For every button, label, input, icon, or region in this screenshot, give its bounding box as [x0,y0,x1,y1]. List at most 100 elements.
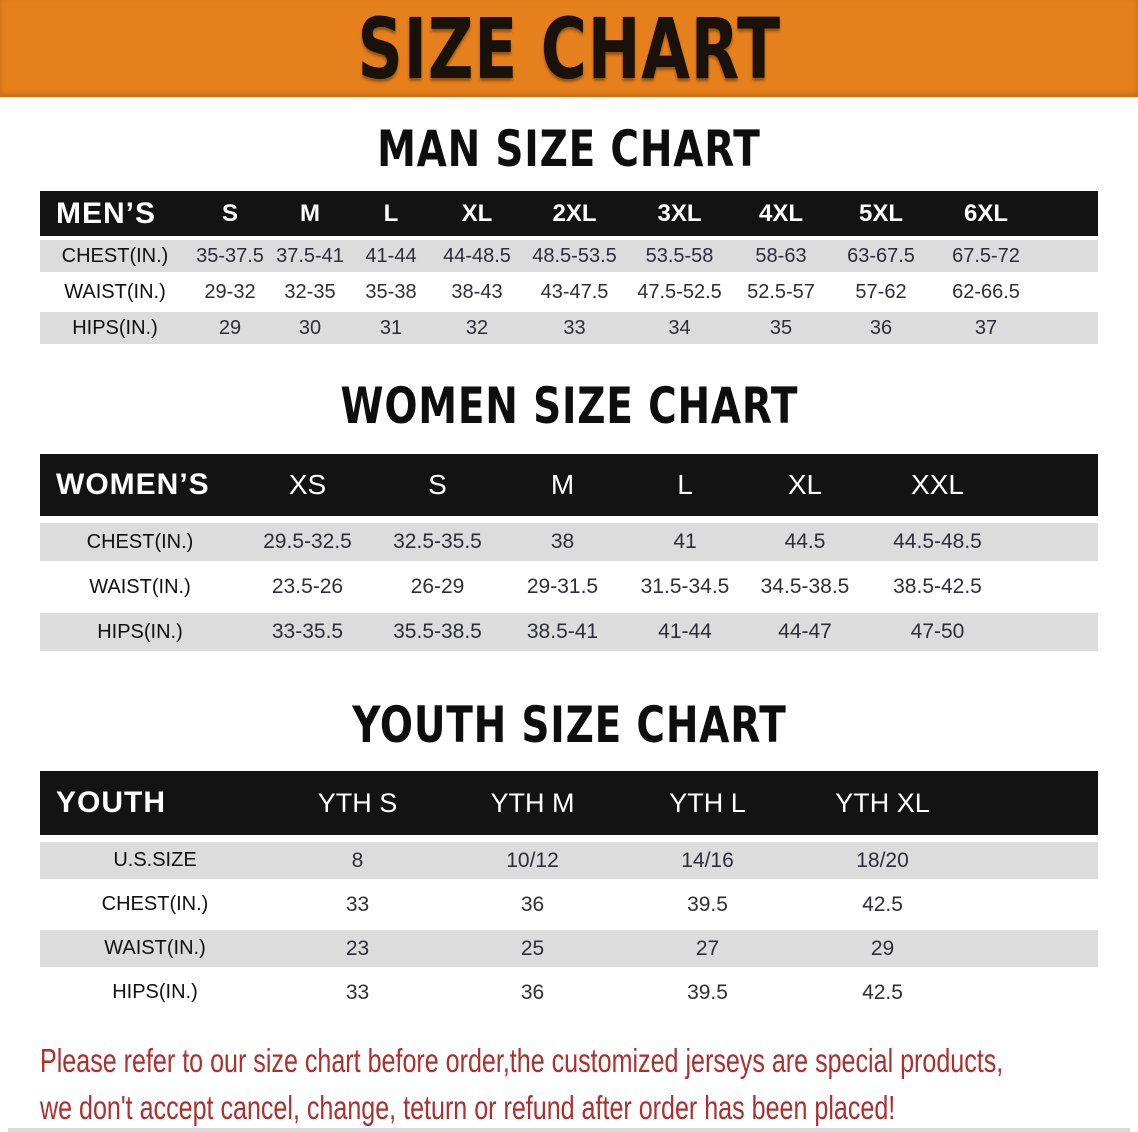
column-header: L [625,454,745,516]
size-value: 36 [445,886,620,923]
size-value: 38-43 [432,276,522,308]
women-size-table: WOMEN’S XS S M L XL XXL CHEST(IN.) 29.5-32.5 32.5… [40,454,1098,651]
size-value: 62-66.5 [932,276,1040,308]
size-value: 44-47 [745,613,865,651]
size-value: 35-38 [350,276,432,308]
header-filler-cell [1010,454,1098,516]
header-filler-cell [970,771,1098,835]
man-size-chart-heading: MAN SIZE CHART [0,120,1138,178]
row-filler-cell [970,886,1098,923]
size-value: 36 [445,974,620,1011]
size-value: 42.5 [795,886,970,923]
column-header: M [500,454,625,516]
size-value: 43-47.5 [522,276,627,308]
size-value: 18/20 [795,842,970,879]
row-label: CHEST(IN.) [40,523,240,561]
size-value: 44.5-48.5 [865,523,1010,561]
size-value: 34.5-38.5 [745,568,865,606]
size-value: 35-37.5 [190,240,270,272]
banner-title: SIZE CHART [357,0,781,98]
size-value: 37.5-41 [270,240,350,272]
footer-line-2: we don't accept cancel, change, teturn o… [40,1089,896,1126]
column-header: YTH L [620,771,795,835]
column-header: XL [432,191,522,236]
size-value: 33 [270,974,445,1011]
table-title-cell: MEN’S [40,191,190,236]
column-header: 4XL [732,191,830,236]
men-size-table: MEN’S S M L XL 2XL 3XL 4XL 5XL 6XL CHEST(IN.) 35-37… [40,191,1098,344]
size-value: 35 [732,312,830,344]
column-header: S [375,454,500,516]
table-title-cell: YOUTH [40,771,270,835]
row-filler-cell [1040,240,1098,272]
size-value: 37 [932,312,1040,344]
size-value: 29.5-32.5 [240,523,375,561]
size-value: 41-44 [350,240,432,272]
size-value: 34 [627,312,732,344]
women-size-chart-heading: WOMEN SIZE CHART [0,377,1138,435]
size-value: 25 [445,930,620,967]
size-value: 27 [620,930,795,967]
column-header: 3XL [627,191,732,236]
size-value: 53.5-58 [627,240,732,272]
row-label: CHEST(IN.) [40,240,190,272]
column-header: YTH M [445,771,620,835]
column-header: YTH S [270,771,445,835]
row-label: WAIST(IN.) [40,568,240,606]
size-value: 33 [522,312,627,344]
size-value: 47.5-52.5 [627,276,732,308]
size-value: 38.5-42.5 [865,568,1010,606]
size-value: 48.5-53.5 [522,240,627,272]
size-value: 42.5 [795,974,970,1011]
column-header: YTH XL [795,771,970,835]
row-filler-cell [970,842,1098,879]
size-value: 52.5-57 [732,276,830,308]
size-value: 38 [500,523,625,561]
size-value: 32.5-35.5 [375,523,500,561]
size-value: 29 [795,930,970,967]
row-filler-cell [1010,568,1098,606]
size-value: 23 [270,930,445,967]
row-filler-cell [1040,276,1098,308]
youth-size-chart-heading: YOUTH SIZE CHART [0,696,1138,754]
footer-note: Please refer to our size chart before or… [40,1037,1098,1131]
row-filler-cell [1040,312,1098,344]
row-label: U.S.SIZE [40,842,270,879]
column-header: 2XL [522,191,627,236]
heading-text: MAN SIZE CHART [377,120,761,178]
size-value: 39.5 [620,886,795,923]
heading-text: YOUTH SIZE CHART [351,696,787,754]
size-value: 35.5-38.5 [375,613,500,651]
row-filler-cell [1010,613,1098,651]
column-header: M [270,191,350,236]
size-value: 63-67.5 [830,240,932,272]
size-value: 8 [270,842,445,879]
size-value: 29 [190,312,270,344]
column-header: S [190,191,270,236]
heading-text: WOMEN SIZE CHART [340,377,798,435]
size-value: 36 [830,312,932,344]
header-filler-cell [1040,191,1098,236]
bottom-divider [8,1128,1130,1132]
size-value: 57-62 [830,276,932,308]
size-value: 33-35.5 [240,613,375,651]
size-value: 29-32 [190,276,270,308]
size-value: 39.5 [620,974,795,1011]
size-value: 58-63 [732,240,830,272]
row-filler-cell [970,930,1098,967]
size-value: 32-35 [270,276,350,308]
size-value: 32 [432,312,522,344]
size-value: 67.5-72 [932,240,1040,272]
row-label: HIPS(IN.) [40,613,240,651]
column-header: XL [745,454,865,516]
size-value: 26-29 [375,568,500,606]
column-header: 6XL [932,191,1040,236]
size-value: 10/12 [445,842,620,879]
table-title-cell: WOMEN’S [40,454,240,516]
size-chart-banner: SIZE CHART [0,0,1138,97]
column-header: XXL [865,454,1010,516]
row-filler-cell [1010,523,1098,561]
size-value: 14/16 [620,842,795,879]
row-label: CHEST(IN.) [40,886,270,923]
row-filler-cell [970,974,1098,1011]
